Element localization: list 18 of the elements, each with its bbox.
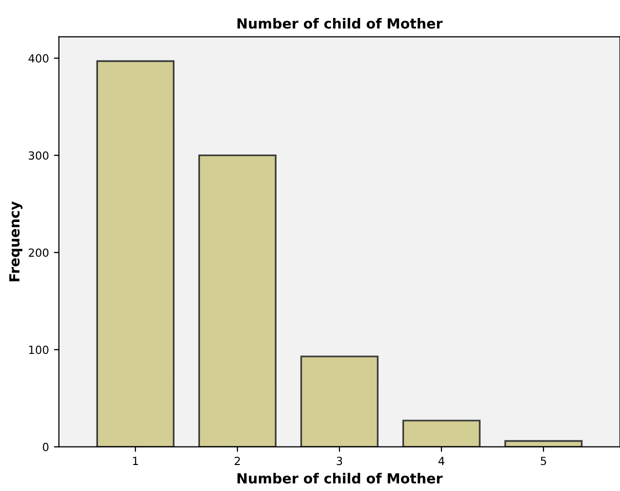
x-tick-label: 5 <box>540 456 546 466</box>
y-tick-label: 100 <box>29 346 48 354</box>
y-tick-label: 400 <box>28 54 48 63</box>
y-axis-title: Frequency <box>9 201 22 282</box>
x-tick-label: 3 <box>336 456 342 466</box>
bar <box>402 420 481 447</box>
x-axis-title: Number of child of Mother <box>238 472 443 484</box>
bar <box>198 154 277 447</box>
chart-title: Number of child of Mother <box>238 18 443 29</box>
bar <box>504 440 583 447</box>
bar <box>96 60 175 447</box>
x-tick-label: 1 <box>133 456 138 465</box>
y-tick-label: 0 <box>42 442 48 452</box>
x-tick-label: 4 <box>438 456 444 465</box>
x-tick-label: 2 <box>234 456 240 465</box>
bar <box>300 356 379 447</box>
y-tick-label: 200 <box>28 248 48 257</box>
y-tick-label: 300 <box>28 151 48 160</box>
